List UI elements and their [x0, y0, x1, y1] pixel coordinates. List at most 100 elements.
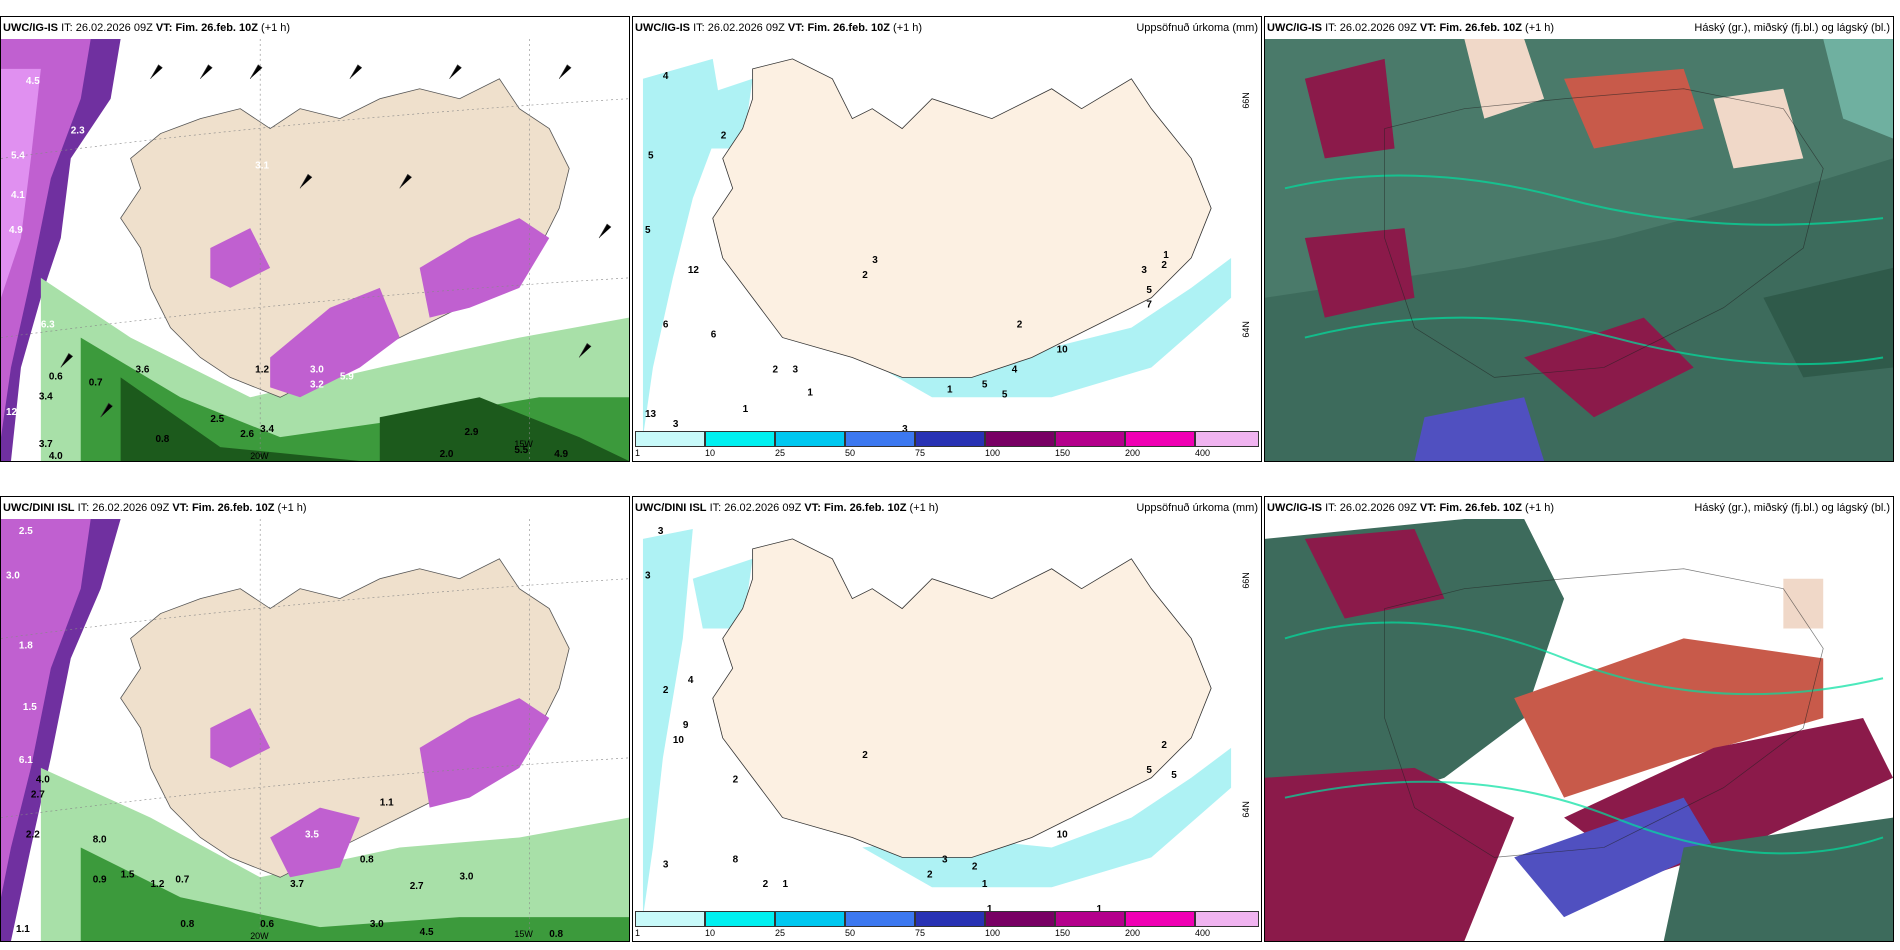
colorbar-segment [985, 431, 1055, 447]
value-label: 7 [1146, 300, 1152, 311]
colorbar-segment [845, 911, 915, 927]
colorbar-segment [915, 911, 985, 927]
value-label: 1.5 [121, 869, 135, 880]
value-label: 3.2 [310, 379, 324, 390]
value-label: 5 [1171, 770, 1177, 781]
value-label: 4.9 [554, 449, 568, 460]
value-label: 1 [743, 404, 749, 415]
value-label: 4.1 [11, 190, 25, 201]
value-label: 5 [982, 379, 988, 390]
value-label: 6 [663, 320, 669, 331]
value-label: 3.6 [136, 364, 150, 375]
colorbar-tick: 400 [1195, 448, 1211, 458]
value-label: 0.9 [93, 874, 107, 885]
grid-label: 20W [250, 931, 269, 941]
panel-title: Uppsöfnuð úrkoma (mm) [1136, 22, 1258, 34]
value-label: 3 [673, 419, 679, 430]
value-label: 1 [783, 879, 789, 890]
wind-precip-map: 4.5 5.4 4.1 4.9 11.9 6.3 12.4 2.3 3.0 3.… [1, 39, 629, 461]
colorbar-tick: 400 [1195, 928, 1211, 938]
value-label: 2 [721, 131, 727, 142]
value-label: 5.5 [514, 445, 528, 456]
grid-label: 64N [1241, 321, 1251, 337]
precip-map: 66N 64N 4 5 5 6 12 6 13 3 1 2 3 1 2 4 3 … [633, 39, 1261, 461]
value-label: 0.8 [156, 434, 170, 445]
value-label: 4 [1012, 364, 1018, 375]
value-label: 3 [902, 424, 908, 435]
value-label: 2 [1161, 740, 1167, 751]
value-label: 1.1 [380, 798, 394, 809]
value-label: 1.5 [23, 702, 37, 713]
value-label: 4.5 [420, 927, 434, 938]
value-label: 1 [1097, 904, 1103, 915]
value-label: 4.0 [49, 451, 63, 461]
value-label: 3 [872, 255, 878, 266]
colorbar-segment [705, 911, 775, 927]
value-label: 2 [663, 685, 669, 696]
precip-map: 66N 64N 3 3 2 4 9 10 2 3 8 2 1 2 3 1 2 1… [633, 519, 1261, 941]
grid-label: 20W [250, 451, 269, 461]
value-label: 6.3 [41, 320, 55, 331]
value-label: 3.0 [460, 871, 474, 882]
value-label: 3.0 [310, 364, 324, 375]
value-label: 0.7 [175, 874, 189, 885]
value-label: 13 [645, 409, 657, 420]
value-label: 1 [987, 904, 993, 915]
value-label: 2 [972, 861, 978, 872]
value-label: 3 [1141, 265, 1147, 276]
precip-colorbar: 1 10 25 50 75 100 150 200 400 [635, 431, 1259, 459]
panel-clouds-igis: UWC/IG-IS IT: 26.02.2026 09Z VT: Fim. 26… [1264, 16, 1894, 462]
colorbar-segment [845, 431, 915, 447]
value-label: 3.1 [255, 160, 269, 171]
panel-title: Háský (gr.), miðský (fj.bl.) og lágský (… [1694, 22, 1890, 34]
value-label: 2 [773, 364, 779, 375]
value-label: 3 [645, 571, 651, 582]
colorbar-segment [1195, 431, 1259, 447]
grid-label: 15W [514, 929, 533, 939]
colorbar-tick: 100 [985, 448, 1001, 458]
value-label: 3 [942, 854, 948, 865]
value-label: 6.1 [19, 755, 33, 766]
colorbar-tick: 100 [985, 928, 1001, 938]
value-label: 2.0 [440, 449, 454, 460]
value-label: 10 [673, 735, 685, 746]
value-label: 2.2 [26, 829, 40, 840]
colorbar-segment [705, 431, 775, 447]
value-label: 0.8 [549, 929, 563, 940]
colorbar-tick: 75 [915, 928, 926, 938]
value-label: 5 [1002, 389, 1008, 400]
value-label: 3.0 [370, 919, 384, 930]
colorbar-segment [775, 431, 845, 447]
value-label: 4 [688, 675, 694, 686]
value-label: 12 [688, 265, 700, 276]
colorbar-segment [1055, 911, 1125, 927]
value-label: 1 [807, 387, 813, 398]
value-label: 10 [1057, 829, 1069, 840]
colorbar-segment [985, 911, 1055, 927]
value-label: 3 [663, 859, 669, 870]
value-label: 11.9 [51, 265, 70, 276]
value-label: 8 [733, 854, 739, 865]
value-label: 4.0 [36, 775, 50, 786]
grid-label: 66N [1241, 92, 1251, 108]
panel-header: UWC/IG-IS IT: 26.02.2026 09Z VT: Fim. 26… [1265, 17, 1893, 39]
value-label: 3.5 [305, 829, 319, 840]
grid-label: 15W [514, 439, 533, 449]
value-label: 3.4 [260, 424, 274, 435]
colorbar-tick: 200 [1125, 928, 1141, 938]
panel-precip-igis: UWC/IG-IS IT: 26.02.2026 09Z VT: Fim. 26… [632, 16, 1262, 462]
value-label: 0.8 [360, 854, 374, 865]
value-label: 3.7 [290, 879, 304, 890]
value-label: 8.0 [93, 834, 107, 845]
value-label: 2 [763, 879, 769, 890]
value-label: 2.9 [465, 427, 479, 438]
value-label: 4.9 [9, 225, 23, 236]
value-label: 1.2 [151, 879, 165, 890]
colorbar-segment [1055, 431, 1125, 447]
colorbar-segment [1125, 911, 1195, 927]
value-label: 4.5 [26, 76, 40, 87]
grid-label: 64N [1241, 801, 1251, 817]
colorbar-tick: 25 [775, 448, 786, 458]
value-label: 2.7 [31, 790, 45, 801]
value-label: 1 [1163, 250, 1169, 261]
